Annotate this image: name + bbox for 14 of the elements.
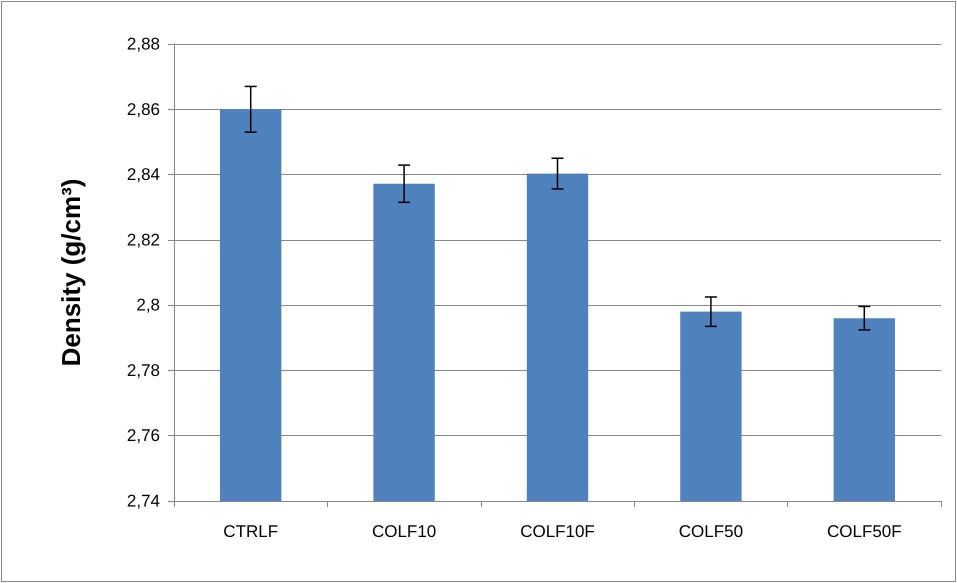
x-tick-label: COLF50 — [678, 522, 744, 541]
y-tick-label: 2,8 — [136, 296, 160, 315]
x-tick-label: COLF10 — [372, 522, 436, 541]
y-tick-label: 2,78 — [126, 360, 160, 380]
y-tick-label: 2,88 — [126, 34, 160, 54]
y-tick-label: 2,86 — [126, 100, 160, 119]
x-tick-label: COLF10F — [520, 522, 595, 541]
y-axis-title: Density (g/cm³) — [56, 178, 86, 366]
y-tick-label: 2,74 — [126, 492, 160, 510]
x-tick-label: CTRLF — [223, 522, 278, 541]
y-tick-label: 2,76 — [126, 426, 160, 446]
y-tick-label: 2,82 — [126, 230, 160, 250]
y-tick-label: 2,84 — [126, 165, 160, 184]
x-tick-label: COLF50F — [826, 522, 902, 541]
